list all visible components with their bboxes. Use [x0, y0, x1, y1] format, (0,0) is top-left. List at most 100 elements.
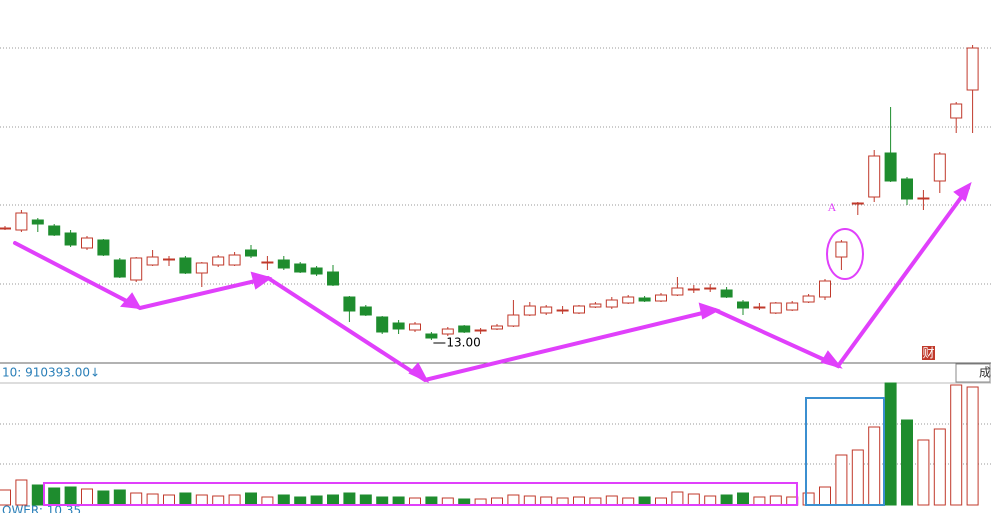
volume-bar — [966, 386, 979, 506]
candle-body — [622, 296, 635, 304]
volume-bar — [195, 494, 208, 506]
candle-body — [441, 328, 454, 335]
highlight-circle — [826, 228, 864, 280]
volume-ma-label: 10: 910393.00↓ — [2, 366, 100, 380]
candle-body — [179, 257, 192, 274]
candle-body — [343, 296, 356, 312]
candle-body — [573, 305, 585, 314]
candle-body — [819, 280, 831, 298]
footer-label: OWER: 10.35 — [2, 504, 81, 513]
candle-body — [884, 152, 897, 182]
candle-body — [556, 309, 569, 312]
volume-bar — [737, 492, 749, 506]
candle-body — [753, 306, 766, 309]
candle-body — [245, 249, 257, 257]
volume-bar — [802, 492, 815, 506]
highlight-box — [805, 397, 885, 506]
candle-body — [737, 301, 749, 309]
volume-bar — [491, 497, 503, 506]
volume-bar — [441, 497, 454, 506]
volume-bar — [376, 496, 389, 506]
volume-bar — [277, 494, 290, 506]
volume-bar — [507, 494, 520, 506]
badge — [922, 346, 935, 360]
volume-bar — [556, 497, 569, 506]
arrow-head — [250, 271, 273, 290]
candle-body — [425, 333, 438, 339]
grid — [0, 47, 991, 465]
volume-bar — [31, 484, 44, 506]
volume-bar — [327, 494, 339, 506]
low-label: 13.00 — [446, 336, 480, 350]
badge-text: 成 — [979, 366, 991, 380]
candle-body — [212, 256, 225, 266]
annotation-label: A — [828, 200, 837, 214]
candle-body — [327, 271, 339, 286]
volume-bar — [638, 496, 651, 506]
highlight-box — [43, 482, 798, 506]
volume-bar — [343, 492, 356, 506]
volume-bar — [130, 492, 143, 506]
volume-bar — [835, 454, 848, 506]
volume-bar — [163, 494, 175, 506]
candle-body — [81, 237, 93, 249]
volume-bar — [392, 496, 405, 506]
candle-body — [376, 316, 389, 333]
volume-bar — [261, 496, 274, 506]
candle-body — [64, 232, 77, 246]
candle-body — [769, 302, 782, 314]
candle-body — [655, 294, 667, 302]
candle-body — [163, 258, 175, 261]
arrow-head — [408, 362, 430, 384]
volume-bar — [15, 479, 28, 506]
candle-body — [409, 323, 421, 331]
volume-bar — [720, 494, 733, 506]
volume-bar — [687, 493, 700, 506]
badge — [955, 363, 991, 383]
volume-bar — [97, 490, 110, 506]
volume-bar — [917, 439, 930, 506]
candle-body — [48, 225, 61, 236]
candle-body — [310, 267, 323, 275]
candle-body — [917, 197, 930, 200]
volume-bar — [655, 497, 667, 506]
candle-body — [359, 306, 372, 316]
volume-bar — [113, 489, 126, 506]
arrow-head — [953, 181, 972, 202]
volume-bar — [671, 491, 684, 506]
candle-body — [786, 302, 799, 311]
candle-body — [589, 303, 602, 308]
candle-body — [0, 227, 11, 230]
volume-bar — [359, 494, 372, 506]
candle-body — [261, 261, 274, 264]
volume-bar — [933, 428, 946, 506]
candle-body — [868, 155, 881, 198]
volume-bar — [819, 486, 831, 506]
candle-body — [195, 262, 208, 274]
candle-body — [392, 322, 405, 330]
volume-bar — [622, 497, 635, 506]
volume-bar — [81, 488, 93, 506]
candle-body — [113, 259, 126, 278]
arrow-head — [698, 302, 721, 320]
volume-bar — [884, 382, 897, 506]
candle-body — [15, 212, 28, 231]
candle-body — [950, 103, 963, 119]
volume-bar — [310, 495, 323, 506]
candle-body — [130, 257, 143, 281]
volume-bar — [523, 495, 536, 506]
candle-body — [507, 314, 520, 327]
volume-bar — [605, 495, 618, 506]
volume-bar — [64, 486, 77, 506]
candle-body — [720, 289, 733, 298]
candle-body — [540, 306, 553, 314]
marks: 13.00 — [0, 45, 979, 506]
candle-body — [933, 153, 946, 182]
volume-bar — [950, 384, 963, 506]
candle-body — [605, 299, 618, 308]
volume-bar — [212, 495, 225, 506]
volume-bar — [851, 449, 864, 506]
candle-body — [802, 295, 815, 303]
candle-body — [277, 259, 290, 269]
